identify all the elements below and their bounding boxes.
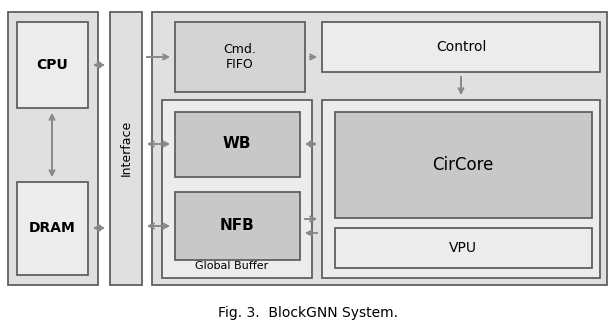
Bar	[335, 228, 592, 268]
Bar	[335, 112, 592, 218]
Text: CPU: CPU	[36, 58, 68, 72]
Bar	[17, 182, 88, 275]
Text: CirCore: CirCore	[432, 156, 493, 174]
Bar	[175, 112, 300, 177]
Bar	[162, 100, 312, 278]
Bar	[152, 12, 607, 285]
Text: Fig. 3.  BlockGNN System.: Fig. 3. BlockGNN System.	[218, 306, 398, 320]
Text: Cmd.
FIFO: Cmd. FIFO	[224, 43, 256, 71]
Bar	[110, 12, 142, 285]
Text: NFB: NFB	[220, 218, 254, 234]
Text: Interface: Interface	[120, 120, 132, 176]
Text: VPU: VPU	[449, 241, 477, 255]
Text: DRAM: DRAM	[28, 221, 75, 235]
Bar	[175, 22, 305, 92]
Bar	[17, 22, 88, 108]
Bar	[175, 192, 300, 260]
Bar	[322, 100, 600, 278]
Bar	[322, 22, 600, 72]
Text: Global Buffer: Global Buffer	[195, 261, 269, 271]
Bar	[8, 12, 98, 285]
Text: Control: Control	[436, 40, 486, 54]
Text: WB: WB	[223, 136, 251, 152]
